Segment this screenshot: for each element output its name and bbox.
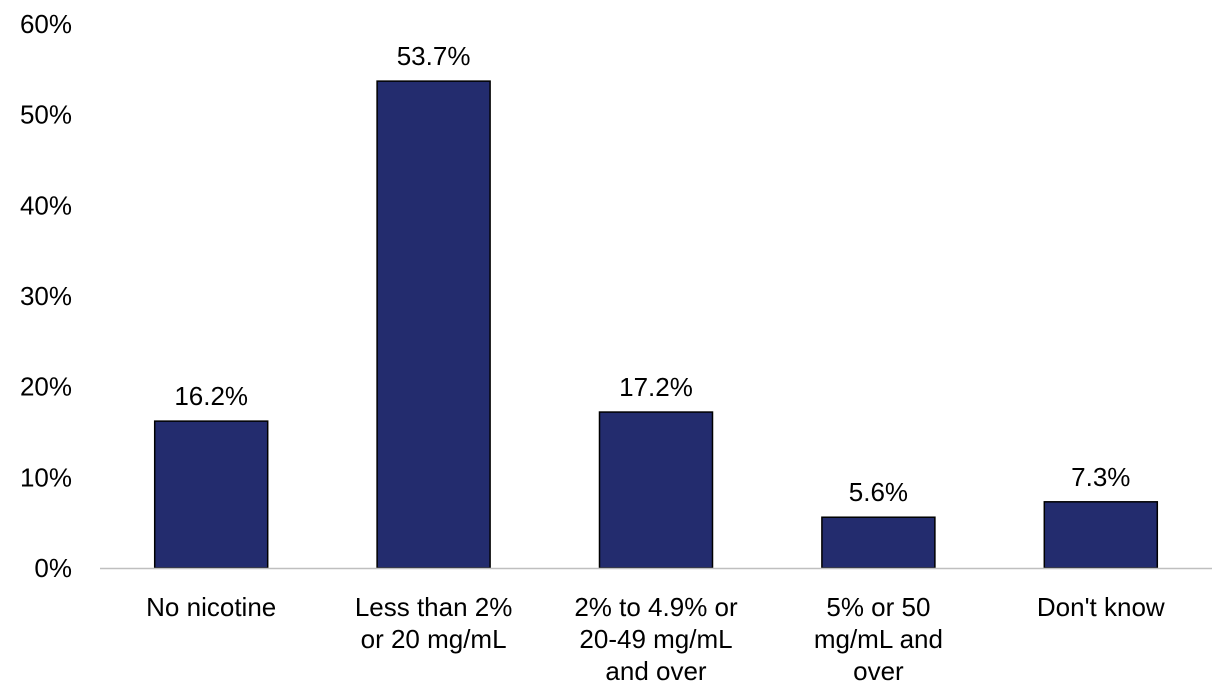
y-tick-label: 0% [34,553,72,583]
data-label: 5.6% [849,477,908,507]
y-tick-label: 50% [20,100,72,130]
y-tick-label: 30% [20,281,72,311]
x-tick-label: 5% or 50 mg/mL and over [814,592,943,686]
bar [1043,501,1159,569]
x-axis-categories: No nicotine Less than 2% or 20 mg/mL 2% to … [146,592,1165,686]
x-tick-label: No nicotine [146,592,276,622]
bars [153,80,1159,569]
x-tick-label: Don't know [1037,592,1165,622]
y-tick-label: 60% [20,9,72,39]
data-label: 53.7% [397,41,471,71]
x-tick-label: Less than 2% or 20 mg/mL [355,592,513,654]
y-tick-label: 20% [20,372,72,402]
y-tick-label: 10% [20,462,72,492]
data-label: 16.2% [174,381,248,411]
data-labels: 16.2% 53.7% 17.2% 5.6% 7.3% [174,41,1130,507]
y-tick-label: 40% [20,190,72,220]
y-axis-ticks: 0% 10% 20% 30% 40% 50% 60% [20,9,72,583]
data-label: 7.3% [1071,462,1130,492]
bar [376,80,491,569]
bar [153,420,269,569]
x-tick-label: 2% to 4.9% or 20-49 mg/mL and over [574,592,738,686]
bar [598,411,714,569]
bar [821,516,936,569]
data-label: 17.2% [619,372,693,402]
